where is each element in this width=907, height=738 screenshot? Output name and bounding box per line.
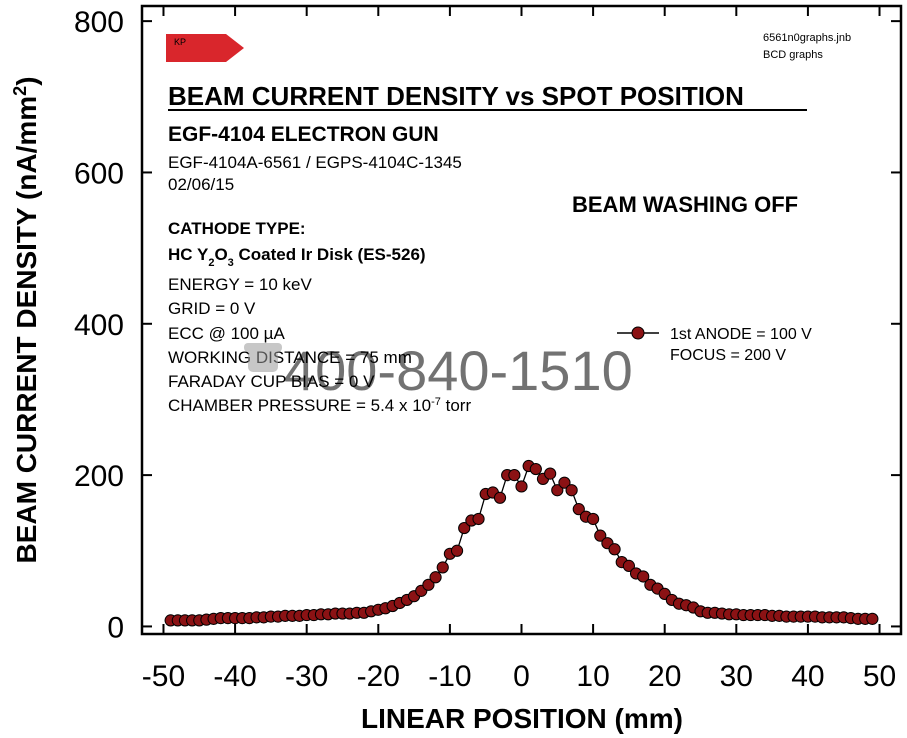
data-point (608, 543, 621, 556)
kp-logo: KP (166, 34, 244, 62)
x-tick-label: 0 (513, 660, 530, 693)
condition-ecc: ECC @ 100 µA (168, 324, 285, 343)
phone-icon (244, 343, 282, 372)
condition-energy: ENERGY = 10 keV (168, 275, 312, 294)
data-point (472, 512, 485, 526)
data-point (622, 559, 636, 573)
legend-label-2: FOCUS = 200 V (670, 347, 786, 364)
y-tick-label: 400 (74, 309, 124, 342)
cathode-type-label: CATHODE TYPE: (168, 219, 306, 238)
data-point (572, 503, 585, 516)
file-label: BCD graphs (763, 49, 823, 61)
data-point (422, 578, 435, 591)
beam-washing-label: BEAM WASHING OFF (572, 192, 798, 217)
date-line: 02/06/15 (168, 175, 234, 194)
data-series (164, 459, 879, 627)
legend-label: 1st ANODE = 100 V (670, 326, 812, 343)
x-tick-label: 40 (791, 660, 824, 693)
condition-faraday-bias: FARADAY CUP BIAS = 0 V (168, 372, 375, 391)
y-tick-label: 0 (107, 611, 124, 644)
watermark-text: 400-840-1510 (284, 339, 633, 402)
y-axis: 0 200 400 600 800 (74, 6, 901, 644)
x-axis: -50 -40 -30 -20 -10 0 10 20 30 40 50 (142, 6, 896, 693)
condition-pressure: CHAMBER PRESSURE = 5.4 x 10-7 torr (168, 396, 471, 415)
cathode-description: HC Y2O3 Coated Ir Disk (ES-526) (168, 245, 426, 269)
chart-subtitle: EGF-4104 ELECTRON GUN (168, 123, 439, 146)
legend: 1st ANODE = 100 V FOCUS = 200 V (617, 326, 812, 364)
chart-title: BEAM CURRENT DENSITY vs SPOT POSITION (168, 81, 744, 111)
x-tick-label: -40 (213, 660, 256, 693)
data-point (866, 612, 879, 625)
data-point (429, 571, 442, 584)
kp-logo-text: KP (174, 37, 186, 47)
data-point (594, 529, 607, 542)
data-point (544, 467, 557, 480)
data-point (458, 521, 471, 535)
x-tick-label: 30 (720, 660, 753, 693)
data-point (558, 476, 571, 489)
watermark: 400-840-1510 (244, 339, 633, 402)
data-point (493, 491, 507, 504)
y-tick-label: 200 (74, 460, 124, 493)
x-tick-label: -10 (428, 660, 471, 693)
condition-working-distance: WORKING DISTANCE = 75 mm (168, 348, 412, 367)
x-tick-label: 10 (576, 660, 609, 693)
y-tick-label: 600 (74, 157, 124, 190)
data-point (450, 544, 464, 557)
model-line: EGF-4104A-6561 / EGPS-4104C-1345 (168, 153, 462, 172)
data-point (508, 469, 521, 482)
legend-marker (631, 326, 645, 340)
data-point (565, 484, 578, 497)
x-axis-title: LINEAR POSITION (mm) (361, 703, 683, 734)
kp-logo-shape (166, 34, 244, 62)
data-point (637, 570, 650, 583)
y-tick-label: 800 (74, 6, 124, 39)
condition-grid: GRID = 0 V (168, 299, 256, 318)
y-axis-title: BEAM CURRENT DENSITY (nA/mm2) (10, 76, 42, 563)
x-tick-label: -20 (357, 660, 400, 693)
data-point (436, 561, 449, 574)
data-point (529, 462, 542, 476)
x-tick-label: 50 (863, 660, 896, 693)
data-point (515, 480, 528, 493)
file-name: 6561n0graphs.jnb (763, 32, 851, 44)
x-tick-label: -50 (142, 660, 185, 693)
data-point (587, 512, 600, 526)
x-tick-label: 20 (648, 660, 681, 693)
data-point (551, 484, 564, 497)
x-tick-label: -30 (285, 660, 328, 693)
